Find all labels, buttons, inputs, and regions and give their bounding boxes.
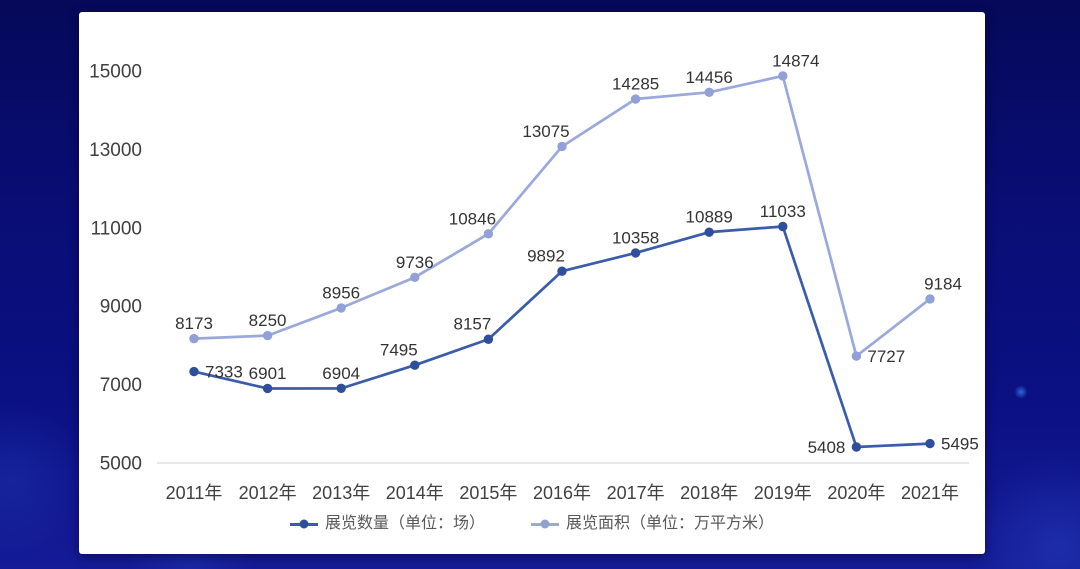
- data-point-label: 8250: [249, 311, 287, 330]
- x-tick-label: 2018年: [680, 483, 738, 503]
- y-tick-label: 11000: [91, 218, 142, 239]
- data-point-label: 7727: [867, 347, 905, 366]
- legend-line-dot-icon: [531, 519, 559, 529]
- data-point-label: 10889: [686, 208, 733, 227]
- data-point-label: 8173: [175, 314, 213, 333]
- x-tick-label: 2011年: [166, 483, 223, 503]
- x-tick-label: 2016年: [533, 483, 591, 503]
- data-point-label: 10358: [612, 228, 659, 247]
- data-point-label: 6901: [249, 364, 287, 383]
- data-point-label: 14285: [612, 75, 659, 94]
- data-point-label: 9892: [527, 247, 565, 266]
- data-point-marker: [557, 266, 567, 276]
- data-point-marker: [851, 442, 862, 452]
- y-tick-label: 15000: [89, 62, 142, 83]
- data-point-marker: [925, 438, 935, 449]
- x-tick-label: 2012年: [239, 483, 297, 503]
- x-tick-label: 2013年: [312, 483, 370, 503]
- data-point-marker: [410, 272, 420, 283]
- chart-legend: 展览数量（单位：场） 展览面积（单位：万平方米）: [79, 516, 985, 532]
- data-point-marker: [189, 366, 199, 377]
- data-point-marker: [925, 294, 935, 304]
- y-tick-label: 13000: [89, 140, 142, 161]
- y-tick-label: 5000: [100, 454, 142, 475]
- data-point-marker: [483, 229, 494, 239]
- data-point-marker: [851, 351, 862, 361]
- data-point-label: 14456: [686, 68, 733, 87]
- data-point-label: 9736: [396, 253, 434, 272]
- data-point-label: 8157: [453, 315, 491, 334]
- x-tick-label: 2017年: [607, 483, 665, 503]
- x-tick-label: 2019年: [754, 483, 812, 503]
- data-point-marker: [410, 360, 420, 370]
- data-point-marker: [704, 87, 714, 98]
- data-point-label: 13075: [522, 122, 569, 141]
- legend-item-exhibition-count: 展览数量（单位：场）: [289, 515, 485, 532]
- data-point-label: 11033: [760, 202, 806, 221]
- data-point-marker: [704, 227, 714, 237]
- data-point-label: 7495: [380, 341, 418, 360]
- data-point-label: 10846: [449, 209, 496, 228]
- data-point-marker: [778, 71, 788, 81]
- data-point-label: 8956: [322, 283, 360, 302]
- data-point-label: 9184: [924, 274, 962, 293]
- legend-line-dot-icon: [289, 519, 318, 529]
- data-point-label: 5408: [808, 438, 846, 457]
- line-chart: 5000 7000 9000 11000 13000 15000 2011年 2012年 201…: [89, 51, 979, 503]
- x-tick-label: 2015年: [459, 483, 517, 503]
- data-point-marker: [483, 334, 494, 344]
- legend-item-exhibition-area: 展览面积（单位：万平方米）: [531, 516, 774, 532]
- legend-label: 展览面积（单位：万平方米）: [566, 515, 775, 532]
- data-point-marker: [262, 383, 273, 394]
- data-point-marker: [630, 248, 641, 258]
- x-tick-label: 2021年: [901, 483, 959, 503]
- y-tick-label: 7000: [100, 375, 142, 396]
- legend-label: 展览数量（单位：场）: [324, 515, 485, 532]
- data-point-marker: [262, 330, 273, 341]
- series-line: [193, 74, 931, 358]
- data-point-label: 5495: [941, 435, 979, 454]
- y-tick-label: 9000: [100, 297, 142, 318]
- x-tick-label: 2014年: [386, 483, 444, 503]
- data-point-label: 6904: [322, 364, 360, 383]
- x-tick-label: 2020年: [827, 483, 885, 503]
- data-point-marker: [778, 221, 788, 232]
- data-point-marker: [336, 303, 346, 313]
- data-point-label: 7333: [205, 363, 243, 382]
- data-point-label: 14874: [772, 51, 819, 70]
- data-point-marker: [336, 383, 346, 394]
- data-point-marker: [189, 333, 199, 344]
- data-point-marker: [557, 141, 567, 152]
- chart-card: 5000 7000 9000 11000 13000 15000 2011年 2012年 201…: [79, 12, 985, 554]
- data-point-marker: [630, 94, 641, 104]
